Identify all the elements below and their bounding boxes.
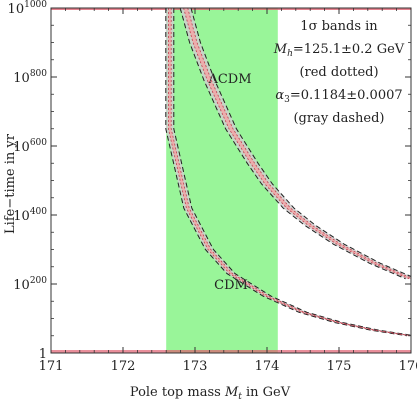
lcdm-gray-edge-right (190, 8, 411, 278)
plot-content (51, 8, 411, 353)
cdm-red-edge-right (170, 8, 411, 336)
legend-line-3: (red dotted) (299, 65, 378, 80)
cdm-red-edge-left (168, 8, 410, 337)
x-tick-label-176: 176 (399, 359, 417, 374)
legend-line-1: 1σ bands in (300, 19, 378, 34)
lower-boundary (51, 350, 411, 353)
cdm-gray-edge-left (165, 8, 408, 337)
x-tick-label-174: 174 (255, 359, 280, 374)
cdm-gray-edge-right (173, 8, 411, 336)
lcdm-gray-edge-left (179, 8, 406, 280)
upper-boundary (51, 8, 411, 10)
x-tick-label-173: 173 (183, 359, 208, 374)
y-tick-label-800: 10800 (13, 69, 47, 86)
x-tick-label-172: 172 (111, 359, 136, 374)
x-tick-label-175: 175 (327, 359, 352, 374)
y-tick-label-0: 1 (39, 347, 47, 362)
y-tick-label-600: 10600 (13, 138, 47, 155)
y-tick-label-200: 10200 (13, 276, 47, 293)
legend-line-2: Mh=125.1±0.2 GeV (273, 42, 405, 59)
legend-line-4: α3=0.1184±0.0007 (275, 88, 402, 105)
x-tick-label-171: 171 (39, 359, 64, 374)
axes: 171 172 173 174 175 176 1 10200 10400 10600 10800 1… (8, 0, 417, 374)
plot-area (51, 8, 411, 353)
lcdm-label: ΛCDM (207, 72, 251, 87)
legend-annotation: 1σ bands in Mh=125.1±0.2 GeV (red dotted… (273, 19, 405, 126)
y-tick-label-1000: 101000 (8, 0, 48, 17)
cdm-label: CDM (214, 278, 248, 293)
x-axis-label: Pole top mass Mt in GeV (130, 385, 291, 402)
y-axis-label: Life−time in yr (3, 133, 18, 234)
y-tick-label-400: 10400 (13, 207, 47, 224)
legend-line-5: (gray dashed) (293, 111, 384, 126)
